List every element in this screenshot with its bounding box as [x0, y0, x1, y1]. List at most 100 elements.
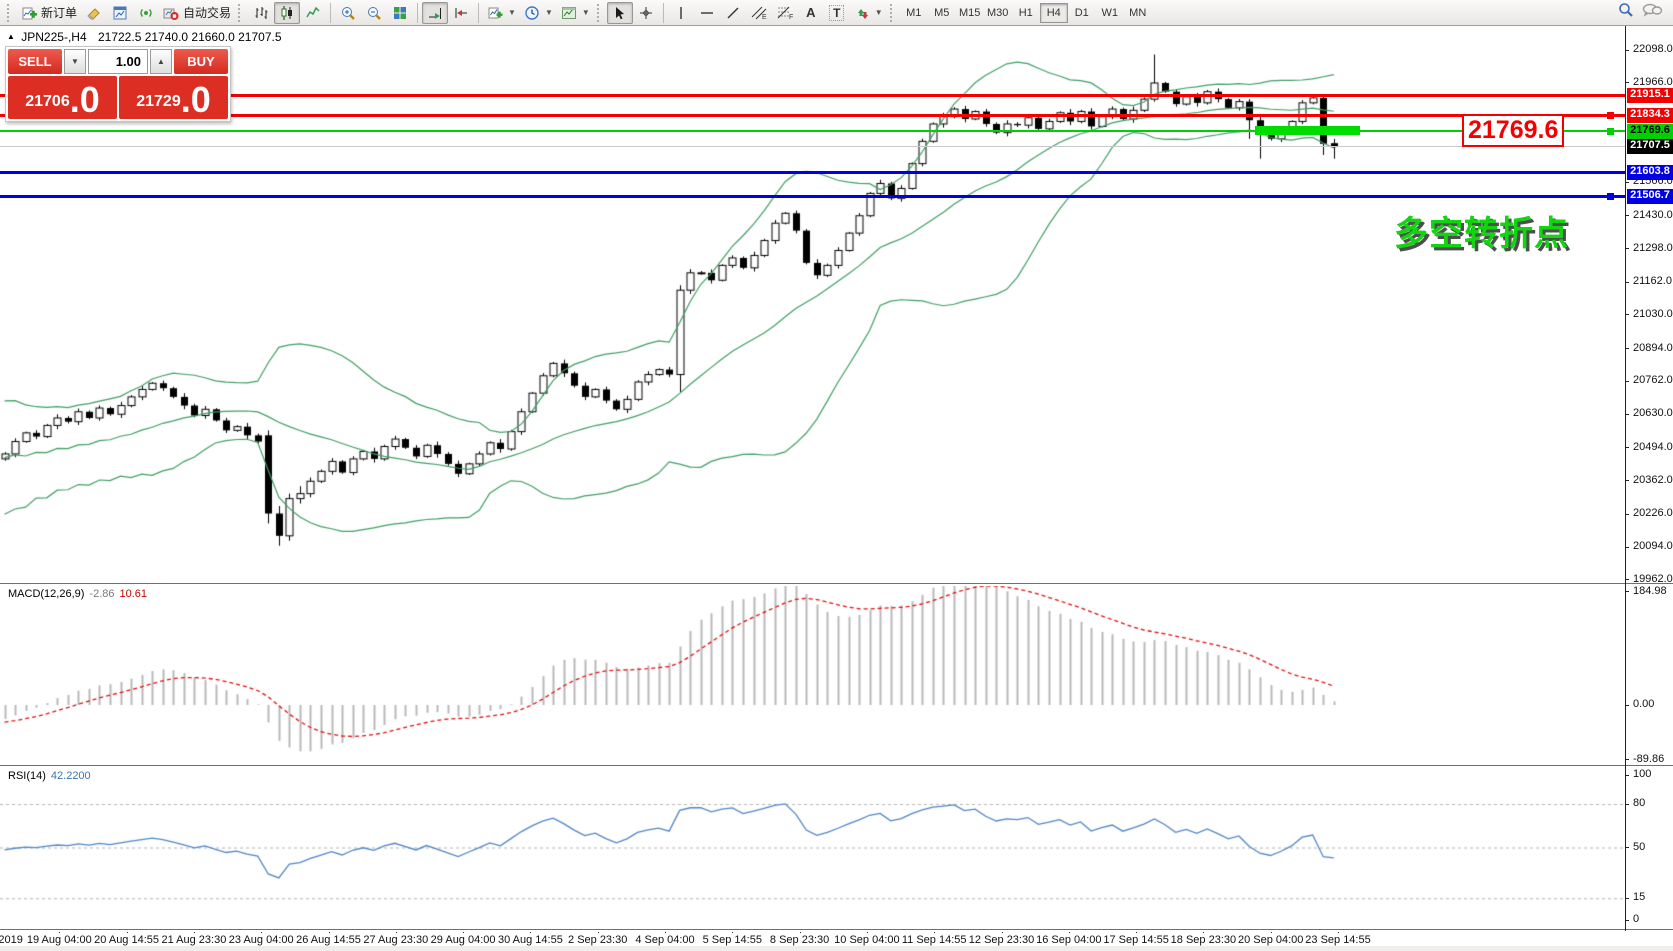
templates-button[interactable]: ▼: [557, 2, 594, 24]
ohlc-values: 21722.5 21740.0 21660.0 21707.5: [97, 30, 282, 44]
time-axis-label: 2 Sep 23:30: [568, 934, 628, 946]
dropdown-caret: ▼: [874, 8, 883, 17]
time-axis-label: 18 Sep 23:30: [1170, 934, 1237, 946]
price-axis-line: [1625, 26, 1626, 931]
line-edit-handle[interactable]: [1607, 127, 1614, 135]
buy-price-box[interactable]: 21729.0: [119, 76, 228, 119]
macd-value: -2.86: [89, 588, 115, 600]
vertical-line-icon: [673, 5, 689, 21]
text-tool-button[interactable]: A: [798, 2, 824, 24]
timeframe-m30-button[interactable]: M30: [984, 3, 1012, 23]
trendline-tool-button[interactable]: [720, 2, 746, 24]
timeframe-w1-button[interactable]: W1: [1096, 3, 1124, 23]
buy-button[interactable]: BUY: [174, 49, 228, 74]
time-axis-label: 17 Sep 14:55: [1103, 934, 1169, 946]
tile-windows-button[interactable]: [387, 2, 413, 24]
zoom-in-button[interactable]: [335, 2, 361, 24]
macd-pane-divider[interactable]: [0, 583, 1673, 586]
text-label-tool-button[interactable]: T: [824, 2, 850, 24]
crosshair-tool-button[interactable]: [633, 2, 659, 24]
line-edit-handle[interactable]: [1607, 193, 1614, 201]
candlestick-chart-button[interactable]: [274, 1, 301, 24]
toolbar-drag-handle[interactable]: [596, 3, 604, 22]
sell-price-box[interactable]: 21706.0: [8, 76, 117, 119]
toolbar-drag-handle[interactable]: [7, 3, 14, 22]
macd-axis-tick-label: -89.86: [1633, 752, 1665, 765]
vertical-line-tool-button[interactable]: [668, 2, 694, 24]
search-icon[interactable]: [1617, 1, 1635, 24]
fibonacci-tool-button[interactable]: F: [772, 2, 798, 24]
tile-windows-icon: [392, 5, 408, 21]
timeframe-m15-button[interactable]: M15: [956, 3, 984, 23]
volume-decrease-button[interactable]: ▼: [64, 49, 86, 74]
volume-increase-button[interactable]: ▲: [150, 49, 172, 74]
collapse-triangle-icon[interactable]: ▲: [7, 32, 15, 41]
price-level-line-21915.1[interactable]: [0, 93, 1625, 97]
bar-chart-button[interactable]: [248, 2, 274, 24]
new-order-button[interactable]: 新订单: [17, 2, 81, 24]
cursor-tool-button[interactable]: [606, 1, 633, 24]
auto-trading-button[interactable]: 自动交易: [159, 2, 235, 24]
timeframe-m5-button[interactable]: M5: [928, 3, 956, 23]
signal-button[interactable]: [133, 2, 159, 24]
price-level-chip-21915.1: 21915.1: [1627, 87, 1673, 103]
volume-input[interactable]: [88, 49, 148, 74]
macd-indicator-label: MACD(12,26,9) -2.86 10.61: [8, 588, 147, 600]
price-level-line-21707.5[interactable]: [0, 146, 1625, 148]
pivot-point-annotation[interactable]: 多空转折点: [1394, 215, 1569, 253]
timeframe-h1-button[interactable]: H1: [1012, 3, 1040, 23]
price-level-line-21769.6[interactable]: [0, 130, 1625, 133]
macd-pane-canvas[interactable]: [0, 585, 1626, 765]
toolbar-drag-handle[interactable]: [238, 3, 245, 22]
crosshair-icon: [638, 5, 654, 21]
chat-icon[interactable]: [1641, 1, 1663, 24]
timeframe-d1-button[interactable]: D1: [1068, 3, 1096, 23]
arrows-icon: [854, 5, 870, 21]
price-level-line-21834.3[interactable]: [0, 113, 1625, 117]
price-level-line-21603.8[interactable]: [0, 171, 1625, 175]
chart-area[interactable]: 22098.0 21966.0 21566.0 21430.0 21298.0 21162…: [0, 26, 1673, 951]
timeframe-mn-button[interactable]: MN: [1124, 3, 1152, 23]
key-level-price-callout[interactable]: 21769.6: [1462, 114, 1565, 147]
trendline-icon: [725, 5, 741, 21]
arrows-tool-button[interactable]: ▼: [850, 2, 887, 24]
time-axis-label: 20 Sep 04:00: [1237, 934, 1304, 946]
price-axis-tick: [1625, 215, 1629, 217]
rsi-axis-tick-label: 100: [1633, 768, 1652, 780]
eraser-button[interactable]: [81, 2, 107, 24]
rsi-pane-divider[interactable]: [0, 765, 1673, 768]
periods-button[interactable]: ▼: [520, 2, 557, 24]
price-axis-tick-label: 21030.0: [1633, 307, 1673, 320]
price-level-line-21506.7[interactable]: [0, 195, 1625, 199]
macd-signal-value: 10.61: [119, 588, 148, 600]
rsi-axis-tick-label: 80: [1633, 797, 1646, 809]
auto-scroll-button[interactable]: [422, 1, 449, 24]
rsi-value: 42.2200: [50, 770, 91, 782]
chart-shift-button[interactable]: [448, 2, 474, 24]
rsi-pane-canvas[interactable]: [0, 767, 1626, 929]
toolbar-drag-handle[interactable]: [889, 3, 897, 22]
macd-axis-tick: [1625, 759, 1629, 761]
sell-button[interactable]: SELL: [8, 49, 62, 74]
main-price-chart-canvas[interactable]: [0, 26, 1626, 583]
time-axis-divider: [0, 929, 1673, 932]
support-zone-highlight[interactable]: [1255, 126, 1360, 135]
time-axis-label: 30 Aug 14:55: [497, 934, 563, 946]
time-axis-label: 11 Sep 14:55: [901, 934, 967, 946]
add-indicator-button[interactable]: ▼: [483, 2, 520, 24]
horizontal-line-tool-button[interactable]: [694, 2, 720, 24]
cursor-icon: [612, 5, 628, 21]
line-chart-button[interactable]: [300, 2, 326, 24]
dropdown-caret: ▼: [508, 8, 516, 17]
candlestick-chart-icon: [279, 5, 295, 21]
line-edit-handle[interactable]: [1607, 111, 1614, 119]
time-axis-label: 23 Aug 04:00: [228, 934, 294, 946]
zoom-out-button[interactable]: [361, 2, 387, 24]
timeframe-h4-button[interactable]: H4: [1039, 2, 1068, 23]
chart-window-button[interactable]: [107, 2, 133, 24]
macd-name: MACD(12,26,9): [8, 588, 85, 600]
svg-text:E: E: [762, 14, 767, 21]
fibonacci-icon: F: [776, 5, 794, 21]
equidistant-channel-tool-button[interactable]: E: [746, 2, 772, 24]
timeframe-m1-button[interactable]: M1: [900, 3, 928, 23]
